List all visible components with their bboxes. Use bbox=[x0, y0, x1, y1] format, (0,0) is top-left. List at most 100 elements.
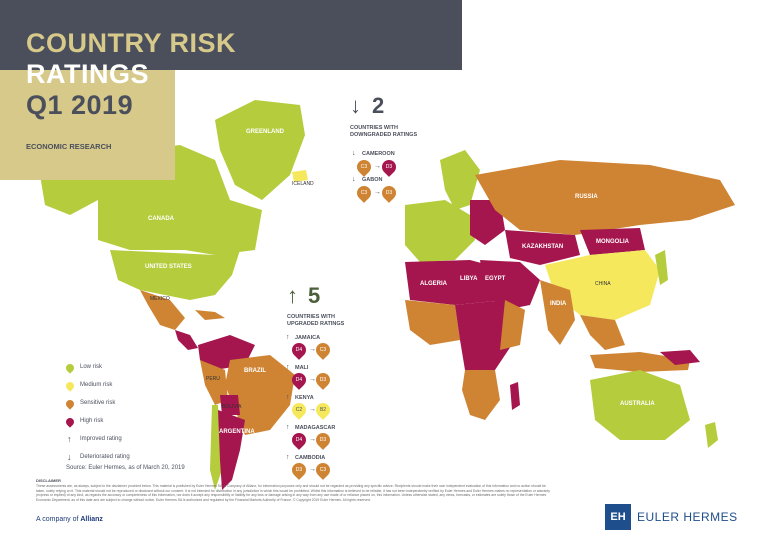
deteriorated-arrow-icon: ↓ bbox=[67, 452, 72, 462]
legend-item-high: High risk bbox=[64, 416, 176, 428]
improved-icon: ↑ bbox=[286, 394, 290, 401]
euler-hermes-wordmark: EULER HERMES bbox=[637, 510, 738, 524]
map-label-australia: AUSTRALIA bbox=[620, 401, 655, 407]
kazakhstan-region bbox=[505, 230, 580, 265]
rating-pin-from: C2 bbox=[289, 400, 309, 420]
rating-pin-to: D3 bbox=[379, 157, 399, 177]
legend-label-sensitive: Sensitive risk bbox=[80, 400, 116, 406]
page-title-line2: RATINGS bbox=[26, 59, 149, 89]
map-label-india: INDIA bbox=[550, 301, 567, 307]
peru-region bbox=[200, 360, 228, 405]
legend-label-medium: Medium risk bbox=[80, 382, 113, 388]
disclaimer-text: These assessments are, as always, subjec… bbox=[36, 484, 550, 502]
upgraded-caption-2: UPGRADED RATINGS bbox=[287, 321, 345, 327]
upgraded-country-5: CAMBODIA bbox=[295, 455, 326, 461]
map-label-bolivia: BOLIVIA bbox=[222, 404, 242, 410]
downgraded-country-1: CAMEROON bbox=[362, 151, 395, 157]
improved-icon: ↑ bbox=[286, 364, 290, 371]
rating-pin-to: D3 bbox=[313, 430, 333, 450]
upgraded-arrow-icon: ↑ bbox=[287, 283, 298, 308]
source-note: Source: Euler Hermes, as of March 20, 20… bbox=[66, 465, 185, 471]
improved-icon: ↑ bbox=[286, 424, 290, 431]
arrow-right-icon: → bbox=[309, 466, 316, 473]
arrow-right-icon: → bbox=[309, 406, 316, 413]
southern-africa-region bbox=[462, 370, 500, 420]
us-region bbox=[110, 250, 240, 300]
eastern-europe-region bbox=[470, 200, 505, 245]
upgraded-caption-1: COUNTRIES WITH bbox=[287, 314, 335, 320]
header-accent-block bbox=[0, 70, 175, 180]
central-africa-region bbox=[455, 300, 515, 370]
medium-risk-swatch-icon bbox=[64, 380, 76, 392]
downgraded-caption-1: COUNTRIES WITH bbox=[350, 125, 398, 131]
deteriorated-icon: ↓ bbox=[352, 150, 356, 157]
china-region bbox=[545, 250, 660, 320]
rating-pin-from: D3 bbox=[289, 460, 309, 480]
argentina-region bbox=[218, 410, 245, 490]
legend-label-low: Low risk bbox=[80, 364, 103, 370]
mongolia-region bbox=[580, 228, 645, 255]
rating-pin-from: C3 bbox=[354, 183, 374, 203]
bolivia-region bbox=[220, 395, 240, 415]
improved-icon: ↑ bbox=[286, 334, 290, 341]
rating-pin-to: C3 bbox=[313, 340, 333, 360]
map-label-argentina: ARGENTINA bbox=[219, 429, 255, 435]
map-label-mongolia: MONGOLIA bbox=[596, 239, 630, 245]
allianz-prefix: A company of bbox=[36, 516, 79, 523]
header-banner bbox=[0, 0, 462, 70]
map-label-greenland: GREENLAND bbox=[246, 129, 285, 135]
rating-pin-from: D4 bbox=[289, 430, 309, 450]
japan-region bbox=[655, 250, 668, 285]
western-europe-region bbox=[405, 200, 475, 262]
legend-item-medium: Medium risk bbox=[64, 380, 176, 392]
east-africa-region bbox=[500, 300, 525, 350]
deteriorated-icon: ↓ bbox=[352, 176, 356, 183]
upgraded-country-1: JAMAICA bbox=[295, 335, 321, 341]
sensitive-risk-swatch-icon bbox=[64, 398, 76, 410]
low-risk-swatch-icon bbox=[64, 362, 76, 374]
australia-region bbox=[590, 370, 690, 440]
central-america-region bbox=[175, 330, 198, 350]
high-risk-swatch-icon bbox=[64, 416, 76, 428]
map-label-russia: RUSSIA bbox=[575, 194, 598, 200]
page-title-line3: Q1 2019 bbox=[26, 90, 134, 120]
indonesia-region bbox=[590, 352, 690, 372]
arrow-right-icon: → bbox=[309, 376, 316, 383]
legend-item-low: Low risk bbox=[64, 362, 176, 374]
rating-pin-to: D3 bbox=[313, 370, 333, 390]
arrow-right-icon: → bbox=[374, 189, 381, 196]
upgraded-country-2: MALI bbox=[295, 365, 309, 371]
disclaimer-heading: DISCLAIMER bbox=[36, 478, 61, 483]
improved-arrow-icon: ↑ bbox=[67, 434, 72, 444]
arrow-right-icon: → bbox=[374, 163, 381, 170]
upgraded-country-4: MADAGASCAR bbox=[295, 425, 336, 431]
arrow-right-icon: → bbox=[309, 436, 316, 443]
allianz-name: Allianz bbox=[80, 516, 103, 523]
rating-pin-from: C3 bbox=[354, 157, 374, 177]
map-label-china: CHINA bbox=[595, 281, 611, 287]
mexico-region bbox=[140, 290, 185, 330]
downgraded-count: 2 bbox=[372, 93, 385, 118]
map-label-libya: LIBYA bbox=[460, 276, 478, 282]
iceland-region bbox=[292, 170, 308, 182]
legend-item-improved: ↑ Improved rating bbox=[66, 434, 176, 446]
upgraded-count: 5 bbox=[308, 283, 321, 308]
legend-item-sensitive: Sensitive risk bbox=[64, 398, 176, 410]
greenland-region bbox=[215, 100, 305, 200]
rating-pin-from: D4 bbox=[289, 370, 309, 390]
india-region bbox=[540, 280, 575, 345]
southeast-asia-region bbox=[580, 315, 625, 350]
map-label-algeria: ALGERIA bbox=[420, 281, 448, 287]
rating-pin-to: C3 bbox=[313, 460, 333, 480]
downgraded-country-2: GABON bbox=[362, 177, 383, 183]
west-africa-region bbox=[405, 300, 460, 345]
png-region bbox=[660, 350, 700, 365]
legend-label-deteriorated: Deteriorated rating bbox=[80, 454, 130, 460]
russia-region bbox=[475, 160, 735, 235]
scandinavia-region bbox=[440, 150, 480, 210]
allianz-tagline: A company of Allianz bbox=[36, 516, 103, 523]
legend-label-high: High risk bbox=[80, 418, 104, 424]
caribbean-region bbox=[195, 310, 225, 320]
downgraded-arrow-icon: ↓ bbox=[350, 93, 361, 118]
rating-pin-to: D3 bbox=[379, 183, 399, 203]
